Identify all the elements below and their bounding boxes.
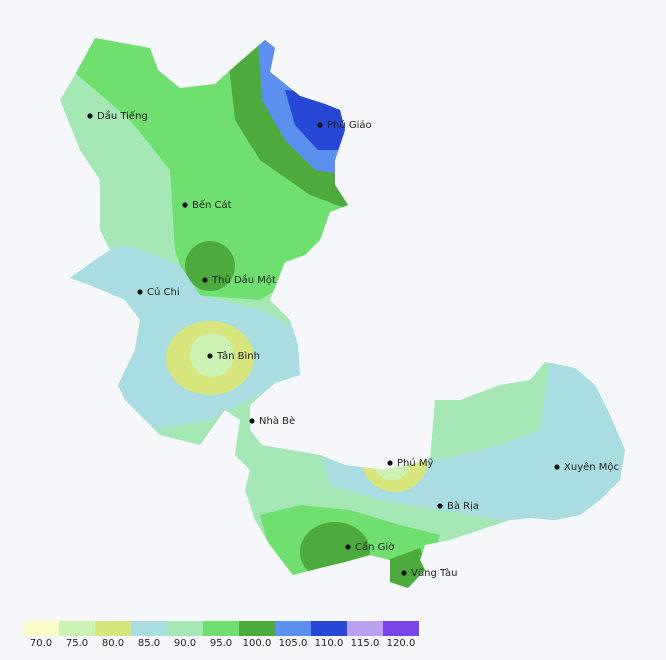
place-label: Nhà Bè xyxy=(259,415,295,427)
place-dot xyxy=(554,464,560,470)
legend-swatch xyxy=(167,621,203,636)
place-dot xyxy=(182,202,188,208)
place-dot xyxy=(249,418,255,424)
legend-label: 85.0 xyxy=(138,638,160,649)
legend-swatch xyxy=(131,621,167,636)
legend-swatch xyxy=(95,621,131,636)
legend-swatch xyxy=(275,621,311,636)
place-label: Củ Chi xyxy=(147,286,180,298)
place-dot xyxy=(137,289,143,295)
place-label: Phú Mỹ xyxy=(397,457,434,469)
legend-swatch xyxy=(203,621,239,636)
legend-swatch xyxy=(23,621,59,636)
legend-label: 75.0 xyxy=(66,638,88,649)
place-dot xyxy=(317,122,323,128)
legend: 70.0 75.0 80.0 85.0 90.0 95.0 100.0 105.0 110.0 1… xyxy=(23,621,419,649)
legend-swatch xyxy=(311,621,347,636)
place-dot xyxy=(207,353,213,359)
legend-swatch xyxy=(239,621,275,636)
place-label: Bến Cát xyxy=(192,199,232,211)
place-label: Bà Rịa xyxy=(447,500,479,512)
place-dot xyxy=(387,460,393,466)
legend-label: 80.0 xyxy=(102,638,124,649)
legend-label: 115.0 xyxy=(351,638,380,649)
place-dot xyxy=(401,570,407,576)
legend-label: 105.0 xyxy=(279,638,308,649)
place-dot xyxy=(345,544,351,550)
place-label: Cần Giờ xyxy=(355,541,395,553)
place-label: Dầu Tiếng xyxy=(97,110,148,122)
legend-label: 95.0 xyxy=(210,638,232,649)
place-label: Phú Giáo xyxy=(327,119,372,131)
legend-swatch xyxy=(59,621,95,636)
place-dot xyxy=(87,113,93,119)
place-dot xyxy=(437,503,443,509)
legend-label: 100.0 xyxy=(243,638,272,649)
legend-swatch xyxy=(383,621,419,636)
place-label: Tân Bình xyxy=(216,350,260,362)
place-label: Vũng Tàu xyxy=(411,567,457,579)
legend-swatch xyxy=(347,621,383,636)
place-label: Xuyên Mộc xyxy=(564,461,619,473)
place-label: Thủ Dầu Một xyxy=(211,274,276,286)
place-dot xyxy=(202,277,208,283)
zone-100 xyxy=(185,241,235,291)
legend-label: 120.0 xyxy=(387,638,416,649)
legend-label: 90.0 xyxy=(174,638,196,649)
places: Dầu Tiếng Phú Giáo Bến Cát Thủ Dầu Một Củ Ch… xyxy=(87,110,619,579)
legend-label: 110.0 xyxy=(315,638,344,649)
legend-label: 70.0 xyxy=(30,638,52,649)
